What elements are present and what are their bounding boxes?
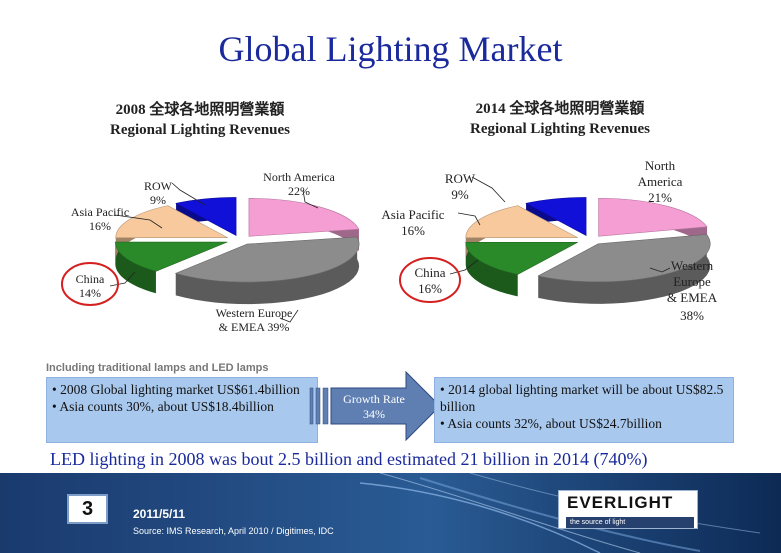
china-highlight-circle-2008 [61,262,119,306]
label-western-europe-2008-value: & EMEA 39% [218,320,290,334]
label-row-2014-value: 9% [451,187,469,202]
growth-arrow [309,370,441,442]
pie-2014-slice-2 [465,241,578,275]
label-china-2008-name: China [75,272,105,286]
chart-2014-title: 2014 全球各地照明營業額 [475,101,645,117]
label-asia-pacific-2014-name: Asia Pacific [381,207,445,222]
chart-2008-title-block: 2008 全球各地照明營業額 Regional Lighting Revenue… [80,100,320,140]
label-north-america-2008: North America 22% [254,170,344,198]
label-row-2014: ROW 9% [440,171,480,203]
pie-2014-slice-1 [537,234,711,283]
market-2008-line1: • 2008 Global lighting market US$61.4bil… [52,382,300,397]
pie-2008-slice-0 [248,198,360,237]
label-north-america-2014-line2: America [637,174,683,189]
label-western-europe-2014-line1: Western [670,258,714,273]
chart-2014-subtitle: Regional Lighting Revenues [469,121,650,137]
growth-value: 34% [363,407,385,421]
page-number: 3 [67,494,108,524]
market-2014-box: • 2014 global lighting market will be ab… [434,377,734,443]
label-western-europe-2014-line2: Europe [673,274,711,289]
pie-2014-slice-side-2 [465,242,518,297]
label-china-2014-name: China [414,265,446,280]
pie-chart-2014 [399,176,711,304]
label-row-2008: ROW 9% [136,179,180,207]
label-north-america-2014: North America 21% [630,158,690,206]
china-highlight-circle-2014 [399,257,461,303]
pie-chart-2008 [61,182,360,323]
pie-2014-slice-4 [525,197,587,236]
summary-text: LED lighting in 2008 was bout 2.5 billio… [50,449,648,469]
growth-label-block: Growth Rate 34% [332,392,416,422]
scope-note: Including traditional lamps and LED lamp… [46,362,269,374]
chart-2008-subtitle: Regional Lighting Revenues [109,122,290,138]
label-north-america-2008-name: North America [263,170,335,184]
label-row-2008-value: 9% [150,193,166,207]
china-leader-2008 [109,271,136,287]
market-2008-line2: • Asia counts 30%, about US$18.4billion [52,399,274,414]
label-china-2008-value: 14% [79,286,101,300]
label-china-2014-value: 16% [418,281,442,296]
label-row-2008-name: ROW [144,179,172,193]
asia-leader-2014 [457,212,481,226]
label-western-europe-2014: Western Europe & EMEA 38% [662,258,722,324]
label-asia-pacific-2008-name: Asia Pacific [70,205,130,219]
label-china-2008: China 14% [70,272,110,300]
market-2014-line1: • 2014 global lighting market will be ab… [440,382,724,414]
pie-2008-slice-4 [175,197,237,236]
chart-2014-title-block: 2014 全球各地照明營業額 Regional Lighting Revenue… [440,99,680,139]
label-north-america-2008-value: 22% [288,184,310,198]
pie-2008-slice-side-2 [115,242,156,294]
row-leader-2008 [171,182,206,206]
label-asia-pacific-2008-value: 16% [89,219,111,233]
pie-2008-slice-2 [115,241,228,272]
we-leader-2008 [279,309,299,323]
asia-leader-2008 [114,214,163,229]
growth-label: Growth Rate [343,392,405,406]
label-western-europe-2014-value: 38% [680,308,704,323]
pie-2008-slice-3 [115,205,228,239]
pie-2014-slice-0 [598,197,708,237]
logo-tagline: the source of light [566,517,694,528]
label-north-america-2014-line1: North [644,158,676,173]
market-2014-line2: • Asia counts 32%, about US$24.7billion [440,416,662,431]
label-north-america-2014-value: 21% [648,190,672,205]
label-asia-pacific-2014-value: 16% [401,223,425,238]
chart-2008-title: 2008 全球各地照明營業額 [115,102,285,118]
we-leader-2014 [649,267,671,273]
source-citation: Source: IMS Research, April 2010 / Digit… [133,526,334,536]
pie-2014-slice-3 [465,205,578,239]
label-western-europe-2014-line3: & EMEA [666,290,718,305]
china-leader-2014 [449,259,479,275]
pie-2014-slice-side-1 [538,234,711,304]
pie-2008-slice-side-1 [175,236,360,305]
label-western-europe-2008: Western Europe & EMEA 39% [206,306,302,334]
label-china-2014: China 16% [410,265,450,297]
label-row-2014-name: ROW [444,171,476,186]
market-2008-box: • 2008 Global lighting market US$61.4bil… [46,377,318,443]
na-leader-2008 [302,189,319,209]
slide-date: 2011/5/11 [133,507,186,521]
slide-title: Global Lighting Market [218,29,563,69]
row-leader-2014 [471,176,506,203]
label-western-europe-2008-name: Western Europe [215,306,293,320]
logo-wordmark: EVERLIGHT [567,493,674,512]
label-asia-pacific-2008: Asia Pacific 16% [68,205,132,233]
pie-2008-slice-1 [174,236,360,283]
label-asia-pacific-2014: Asia Pacific 16% [377,207,449,239]
